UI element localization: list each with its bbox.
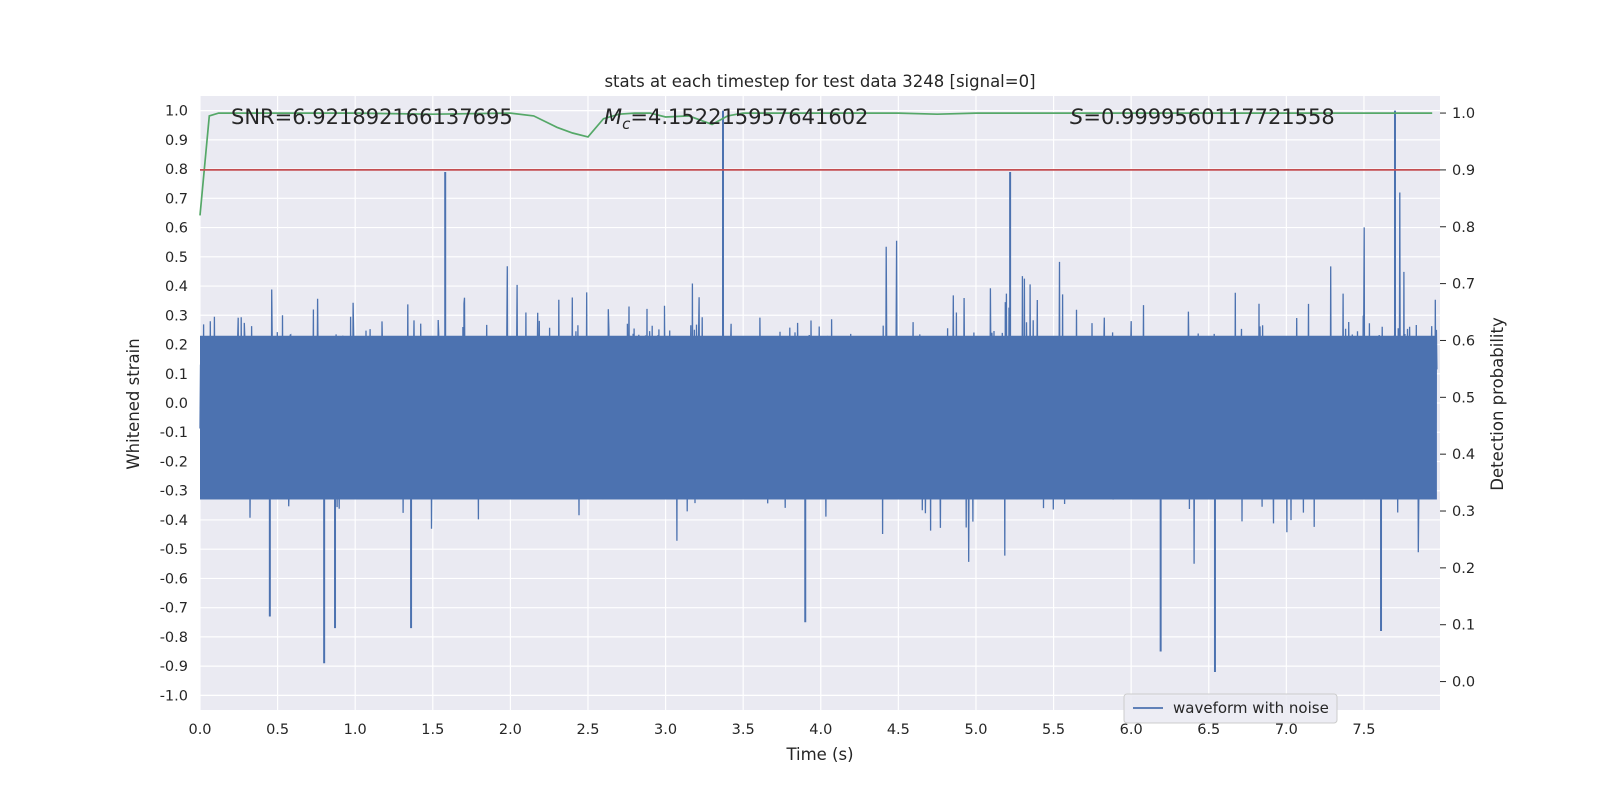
- chirp-mass-subscript: c: [622, 115, 631, 133]
- y-right-tick-label-4: 0.6: [1452, 333, 1475, 349]
- y-right-tick-label-3: 0.7: [1452, 277, 1475, 293]
- y-tick-label-4: 0.6: [165, 221, 188, 237]
- probability-lines: [199, 112, 1440, 216]
- y-tick-label-11: -0.1: [160, 425, 188, 441]
- x-tick-label-12: 6.0: [1120, 722, 1143, 738]
- x-tick-label-6: 3.0: [654, 722, 677, 738]
- snr-annotation: SNR=6.921892166137695: [231, 105, 513, 129]
- legend: waveform with noise: [1123, 693, 1338, 724]
- y-tick-label-7: 0.3: [165, 308, 188, 324]
- y-tick-label-18: -0.8: [160, 630, 188, 646]
- x-tick-label-14: 7.0: [1275, 722, 1298, 738]
- x-tick-label-4: 2.0: [499, 722, 522, 738]
- score-value: =0.9999560117721558: [1083, 105, 1334, 129]
- x-tick-label-8: 4.0: [809, 722, 832, 738]
- x-tick-label-5: 2.5: [576, 722, 599, 738]
- y-right-tick-label-6: 0.4: [1452, 447, 1475, 463]
- chirp-mass-symbol: M: [604, 105, 622, 129]
- y-tick-label-14: -0.4: [160, 513, 188, 529]
- chirp-mass-annotation: Mc=4.152215957641602: [604, 105, 868, 133]
- y-tick-label-15: -0.5: [160, 542, 188, 558]
- y-tick-label-19: -0.9: [160, 659, 188, 675]
- y-tick-label-3: 0.7: [165, 191, 188, 207]
- score-annotation: S=0.9999560117721558: [1070, 105, 1335, 129]
- y-tick-label-10: 0.0: [165, 396, 188, 412]
- y-right-tick-label-0: 1.0: [1452, 106, 1475, 122]
- legend-box: [1123, 693, 1338, 724]
- y-tick-label-16: -0.6: [160, 571, 188, 587]
- x-tick-label-15: 7.5: [1352, 722, 1375, 738]
- x-tick-label-0: 0.0: [188, 722, 211, 738]
- probability-line: [199, 112, 1433, 216]
- x-tick-label-10: 5.0: [964, 722, 987, 738]
- x-axis-ticks: 0.0 0.5 1.0 1.5 2.0 2.5 3.0 3.5 4.0 4.5 5.0 5.5 6.0 6…: [188, 722, 1375, 738]
- y-tick-label-8: 0.2: [165, 338, 188, 354]
- y-tick-label-6: 0.4: [165, 279, 188, 295]
- score-symbol: S: [1070, 105, 1083, 129]
- y-tick-label-5: 0.5: [165, 250, 188, 266]
- x-tick-label-11: 5.5: [1042, 722, 1065, 738]
- y-axis-ticks: 1.0 0.9 0.8 0.7 0.6 0.5 0.4 0.3 0.2 0.1 0.0 -0.1 -0.…: [160, 104, 188, 705]
- x-tick-label-3: 1.5: [421, 722, 444, 738]
- x-tick-label-2: 1.0: [344, 722, 367, 738]
- waveform-core-band: [200, 335, 1437, 500]
- y-tick-label-0: 1.0: [165, 104, 188, 120]
- y-tick-label-9: 0.1: [165, 367, 188, 383]
- y-tick-label-20: -1.0: [160, 688, 188, 704]
- y-right-tick-label-5: 0.5: [1452, 390, 1475, 406]
- y-tick-label-2: 0.8: [165, 162, 188, 178]
- y-tick-label-1: 0.9: [165, 133, 188, 149]
- y-right-tick-label-9: 0.1: [1452, 618, 1475, 634]
- y-axis-right-ticks: 1.0 0.9 0.8 0.7 0.6 0.5 0.4 0.3 0.2 0.1 0.0: [1440, 106, 1475, 691]
- y-tick-label-12: -0.2: [160, 454, 188, 470]
- x-axis-label: Time (s): [785, 745, 853, 764]
- x-tick-label-9: 4.5: [887, 722, 910, 738]
- x-tick-label-13: 6.5: [1197, 722, 1220, 738]
- y-right-tick-label-2: 0.8: [1452, 220, 1475, 236]
- x-tick-label-7: 3.5: [732, 722, 755, 738]
- legend-entry-waveform: waveform with noise: [1173, 699, 1329, 717]
- y-tick-label-13: -0.3: [160, 484, 188, 500]
- chart-title: stats at each timestep for test data 324…: [604, 72, 1035, 91]
- waveform-with-noise-series: [199, 110, 1438, 672]
- y-right-tick-label-7: 0.3: [1452, 504, 1475, 520]
- y-right-tick-label-8: 0.2: [1452, 561, 1475, 577]
- y-right-tick-label-10: 0.0: [1452, 675, 1475, 691]
- x-tick-label-1: 0.5: [266, 722, 289, 738]
- y-axis-label: Whitened strain: [124, 338, 143, 469]
- y-tick-label-17: -0.7: [160, 601, 188, 617]
- y-right-tick-label-1: 0.9: [1452, 163, 1475, 179]
- y-axis-right-label: Detection probability: [1488, 317, 1507, 491]
- chirp-mass-value: =4.152215957641602: [630, 105, 868, 129]
